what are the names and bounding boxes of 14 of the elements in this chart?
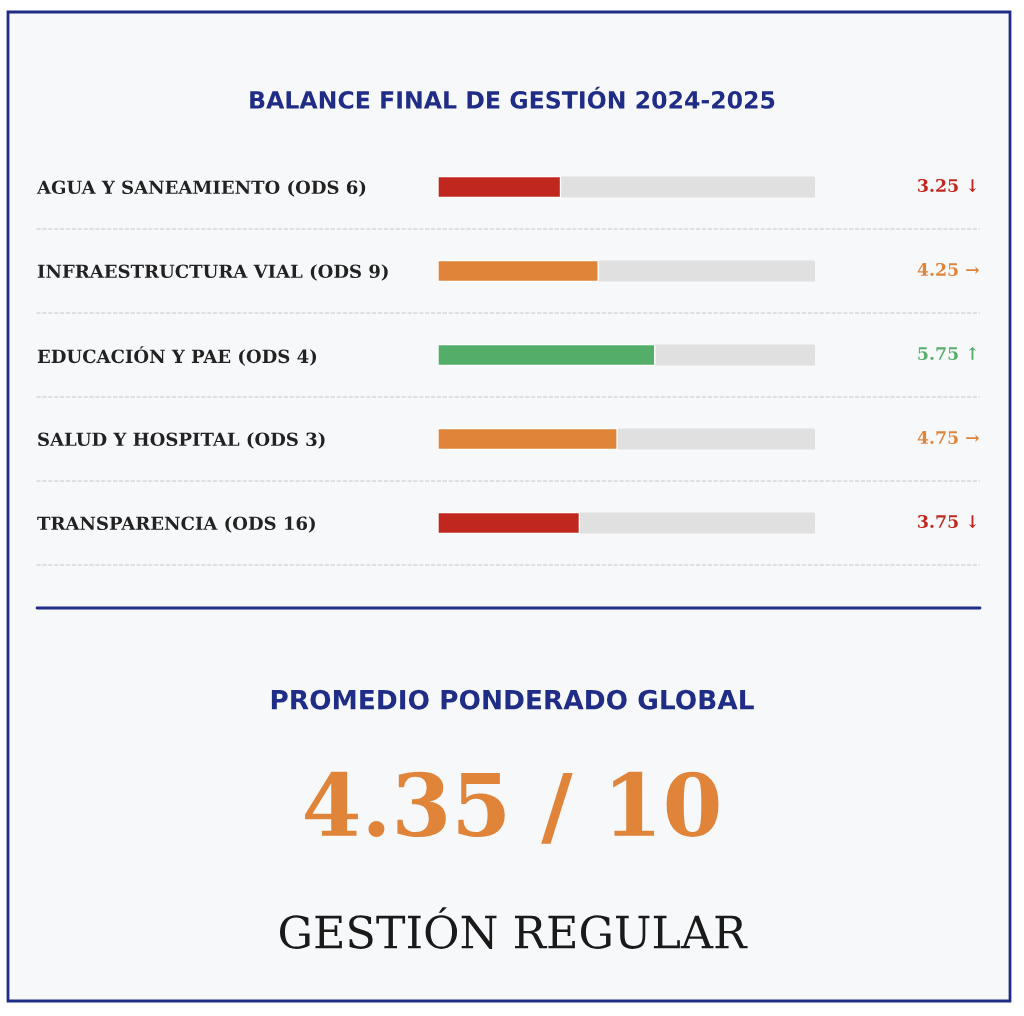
data-label: 5.75 ↑ — [918, 346, 977, 361]
text: 4.35 / 10 — [305, 771, 719, 844]
y-tick-label: INFRAESTRUCTURA VIAL (ODS 9) — [37, 264, 388, 281]
y-tick-label: SALUD Y HOSPITAL (ODS 3) — [38, 432, 325, 449]
data-label: 4.25 → — [917, 262, 980, 277]
data-label: 3.25 ↓ — [918, 178, 977, 193]
data-label: 4.75 → — [917, 430, 980, 445]
chart-title: BALANCE FINAL DE GESTIÓN 2024-2025 — [250, 86, 775, 109]
text: PROMEDIO PONDERADO GLOBAL — [271, 689, 754, 710]
text: GESTIÓN REGULAR — [279, 907, 748, 949]
y-tick-label: AGUA Y SANEAMIENTO (ODS 6) — [36, 180, 366, 197]
y-tick-label: TRANSPARENCIA (ODS 16) — [37, 516, 315, 533]
data-label: 3.75 ↓ — [918, 514, 977, 529]
y-tick-label: EDUCACIÓN Y PAE (ODS 4) — [37, 346, 317, 366]
